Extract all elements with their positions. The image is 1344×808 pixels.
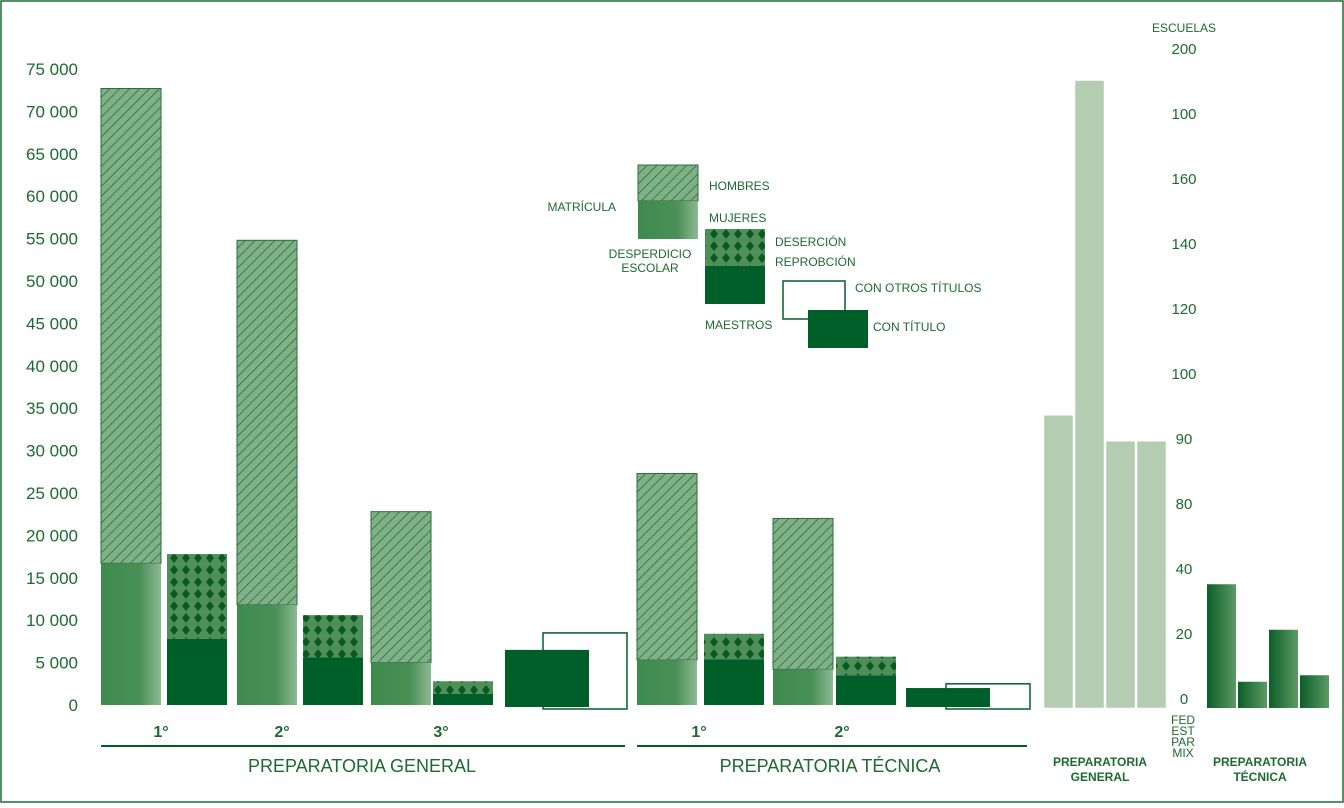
sector-label: MIX — [1172, 746, 1193, 760]
right-tick-label: 160 — [1171, 171, 1196, 188]
left-tick-label: 25 000 — [26, 484, 78, 503]
left-axis: 0 5 000 10 000 15 000 20 000 25 000 30 000 35 0… — [26, 60, 78, 715]
bar-hombres — [236, 239, 298, 606]
right-tick-label: 20 — [1176, 626, 1193, 643]
bar-reprobacion — [167, 638, 227, 705]
legend-swatch-desercion — [705, 229, 765, 266]
bar-desercion — [704, 633, 764, 660]
bar-desercion — [433, 681, 493, 694]
category-label: 3° — [433, 724, 448, 741]
left-tick-label: 45 000 — [26, 314, 78, 333]
left-tick-label: 30 000 — [26, 442, 78, 461]
legend-swatch-mujeres — [638, 201, 698, 239]
legend-label-matricula: MATRÍCULA — [548, 199, 616, 214]
right-tick-label: 120 — [1171, 301, 1196, 318]
bar-hombres — [370, 511, 432, 664]
escuelas-bar-general — [1105, 441, 1136, 709]
left-tick-label: 0 — [69, 696, 78, 715]
left-tick-label: 50 000 — [26, 272, 78, 291]
bar-reprobacion — [303, 657, 363, 705]
escuelas-group-label-2: TÉCNICA — [1233, 769, 1287, 784]
bar-mujeres — [237, 604, 297, 705]
escuelas-bar-tecnica — [1300, 675, 1329, 708]
bar-desercion — [303, 615, 363, 658]
bar-hombres — [772, 517, 834, 670]
left-tick-label: 55 000 — [26, 230, 78, 249]
bar-mujeres — [371, 662, 431, 705]
bar-reprobacion — [704, 659, 764, 705]
escuelas-bar-general — [1074, 80, 1105, 709]
right-tick-label: 0 — [1180, 691, 1188, 708]
legend-swatch-reprobacion — [705, 266, 765, 304]
right-tick-label: 200 — [1171, 41, 1196, 58]
sector-label: FED — [1171, 713, 1195, 727]
category-label: 1° — [153, 724, 168, 741]
main-bars — [100, 88, 1031, 710]
legend-label-hombres: HOMBRES — [709, 179, 770, 193]
group-label: PREPARATORIA TÉCNICA — [720, 756, 941, 776]
category-labels: 1° 2° 3° PREPARATORIA GENERAL 1° 2° PREPARATOR… — [101, 724, 1027, 776]
bar-mujeres — [637, 660, 697, 705]
left-tick-label: 10 000 — [26, 611, 78, 630]
left-tick-label: 5 000 — [35, 654, 78, 673]
right-tick-label: 140 — [1171, 236, 1196, 253]
left-tick-label: 20 000 — [26, 526, 78, 545]
right-tick-label: 80 — [1176, 496, 1193, 513]
escuelas-group-label-1: PREPARATORIA — [1213, 755, 1307, 769]
legend: MATRÍCULA HOMBRES MUJERES DESPERDICIOESCOLA… — [548, 164, 981, 348]
bar-con-titulo — [505, 649, 589, 707]
bar-con-titulo — [906, 688, 990, 707]
sector-label: PAR — [1171, 735, 1195, 749]
left-tick-label: 15 000 — [26, 569, 78, 588]
bar-mujeres — [101, 563, 161, 705]
legend-label-desperdicio-1: DESPERDICIO — [609, 247, 692, 261]
left-tick-label: 75 000 — [26, 60, 78, 79]
right-tick-label: 100 — [1171, 106, 1196, 123]
left-tick-label: 35 000 — [26, 399, 78, 418]
escuelas-bar-tecnica — [1269, 629, 1298, 708]
escuelas-bar-general — [1136, 441, 1167, 709]
escuelas-title: ESCUELAS — [1152, 21, 1216, 35]
bar-desercion — [836, 656, 896, 676]
escuelas-bar-general — [1043, 415, 1074, 709]
legend-label-mujeres: MUJERES — [709, 211, 766, 225]
escuelas-group-label-2: GENERAL — [1071, 770, 1130, 784]
bar-reprobacion — [433, 693, 493, 705]
bar-mujeres — [773, 669, 833, 705]
legend-label-maestros: MAESTROS — [705, 318, 772, 332]
category-label: 2° — [834, 724, 849, 741]
left-tick-label: 40 000 — [26, 357, 78, 376]
legend-label-desperdicio-2: ESCOLAR — [621, 261, 679, 275]
category-label: 2° — [274, 724, 289, 741]
escuelas-group-label-1: PREPARATORIA — [1053, 755, 1147, 769]
left-tick-label: 60 000 — [26, 187, 78, 206]
legend-swatch-hombres — [637, 164, 699, 202]
bar-desercion — [167, 554, 227, 639]
category-label: 1° — [691, 724, 706, 741]
escuelas-bar-tecnica — [1238, 681, 1267, 708]
bar-hombres — [636, 472, 698, 661]
escuelas-bar-tecnica — [1207, 584, 1236, 708]
legend-label-con-titulo: CON TÍTULO — [873, 319, 945, 334]
legend-label-reprobacion: REPROBCIÓN — [775, 254, 856, 269]
legend-label-desercion: DESERCIÓN — [775, 234, 846, 249]
left-tick-label: 65 000 — [26, 145, 78, 164]
escuelas-chart: 0 20 40 80 90 100 120 140 160 100 200 ESCUELAS FEDES… — [1043, 21, 1329, 784]
sector-label: EST — [1171, 724, 1195, 738]
right-tick-label: 90 — [1176, 431, 1193, 448]
legend-label-con-otros: CON OTROS TÍTULOS — [855, 280, 981, 295]
bar-reprobacion — [836, 675, 896, 705]
left-tick-label: 70 000 — [26, 102, 78, 121]
bar-hombres — [100, 88, 162, 564]
right-tick-label: 100 — [1171, 366, 1196, 383]
legend-swatch-con-titulo — [808, 310, 868, 348]
group-label: PREPARATORIA GENERAL — [248, 756, 476, 776]
right-tick-label: 40 — [1176, 561, 1193, 578]
